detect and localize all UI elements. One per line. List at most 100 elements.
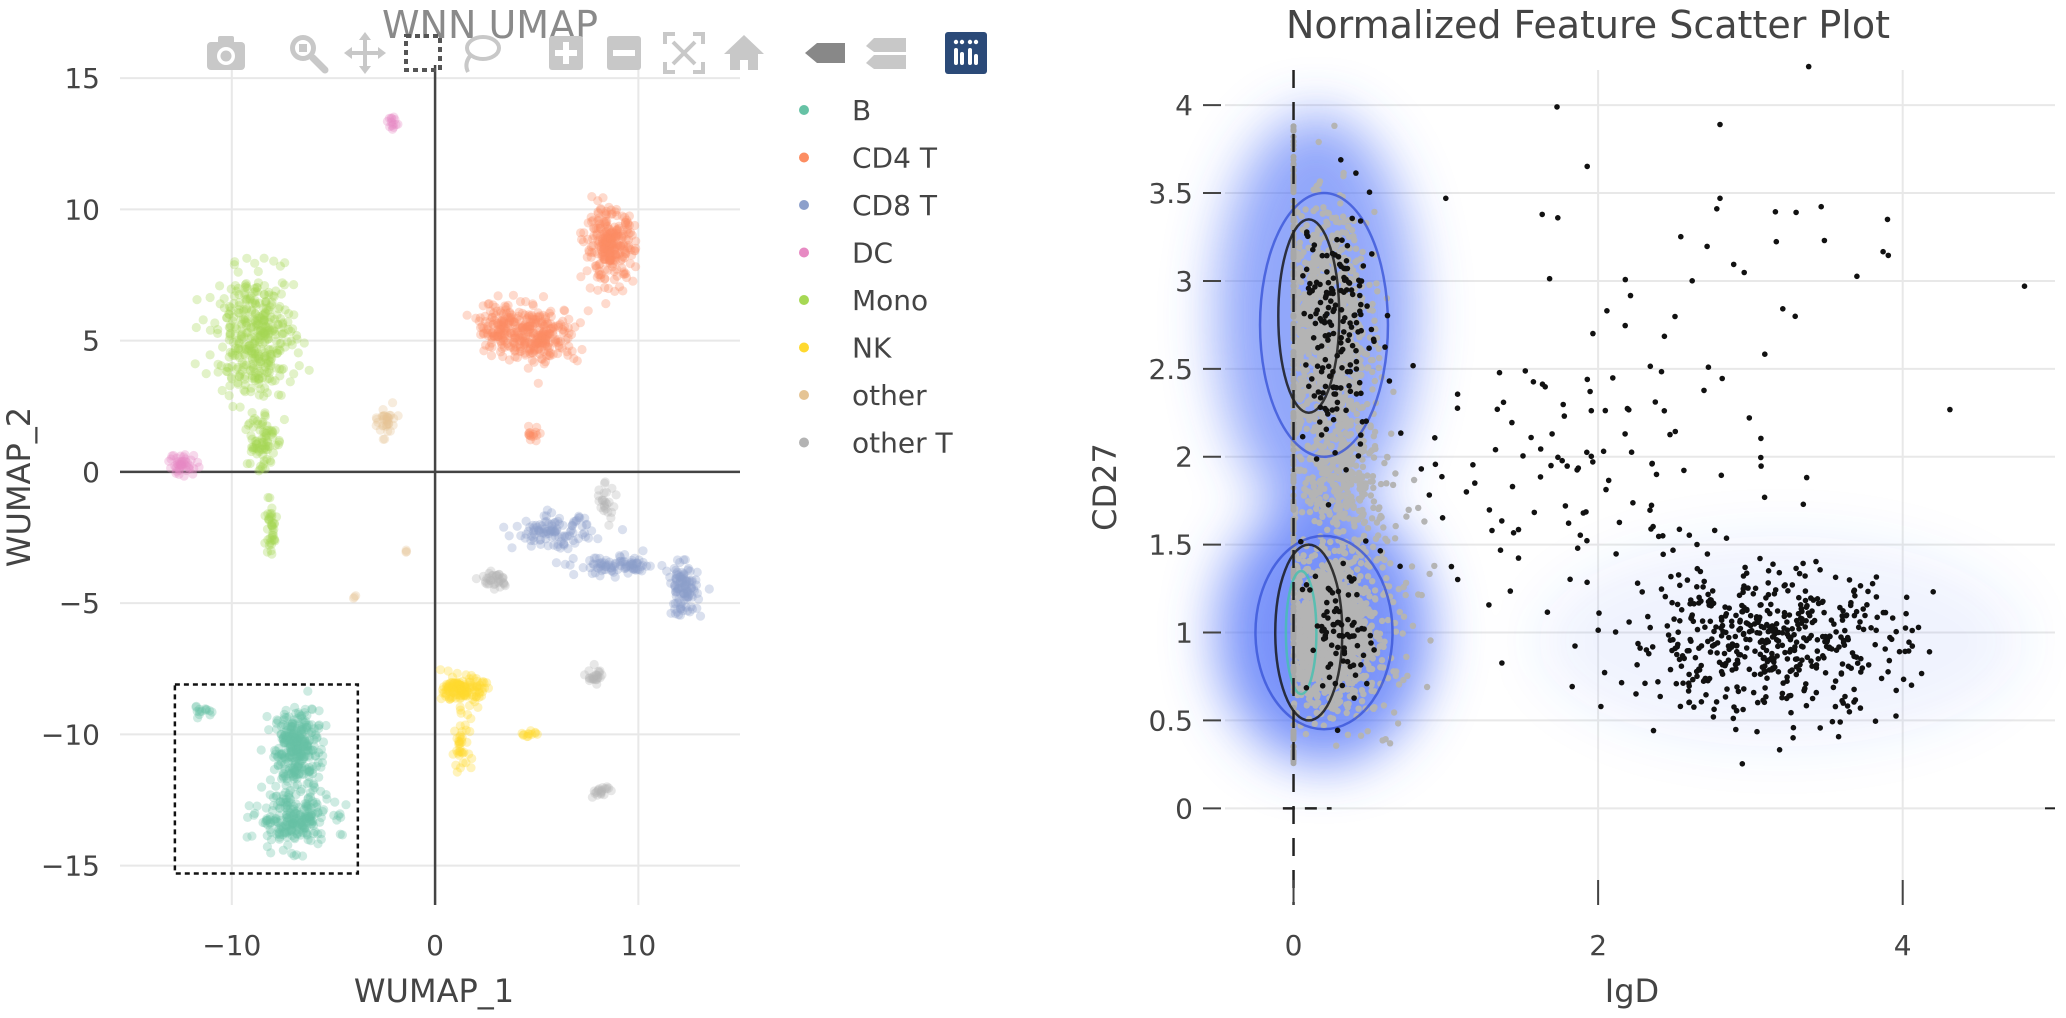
umap-point [304, 813, 314, 823]
umap-point [247, 442, 257, 452]
gray-point [1369, 386, 1376, 393]
umap-point [289, 736, 299, 746]
umap-point [291, 757, 301, 767]
umap-point [285, 743, 295, 753]
umap-point [300, 736, 310, 746]
legend-item-cd4-t[interactable]: CD4 T [799, 142, 938, 175]
gray-point [1374, 288, 1381, 295]
umap-point [678, 575, 688, 585]
umap-point [247, 373, 257, 383]
umap-point [288, 818, 298, 828]
umap-point [295, 730, 305, 740]
umap-point [293, 740, 303, 751]
umap-point [275, 797, 285, 807]
umap-point [260, 383, 270, 393]
umap-point [310, 782, 320, 793]
legend-marker [799, 295, 809, 305]
umap-point [294, 749, 305, 759]
umap-point [310, 750, 320, 761]
legend-item-other[interactable]: other [799, 379, 927, 412]
umap-point [310, 751, 320, 761]
umap-point [610, 286, 620, 296]
umap-point [287, 819, 298, 829]
legend-item-cd8-t[interactable]: CD8 T [799, 189, 938, 222]
umap-point [270, 425, 280, 435]
umap-point [675, 557, 685, 568]
umap-point [299, 769, 309, 780]
umap-point [624, 229, 634, 239]
umap-point [287, 821, 297, 832]
umap-point [291, 745, 301, 755]
umap-point [292, 766, 302, 776]
umap-point [556, 537, 566, 547]
umap-point [294, 827, 304, 837]
legend-item-dc[interactable]: DC [799, 237, 893, 270]
umap-point [600, 477, 610, 487]
umap-point [288, 324, 298, 334]
umap-point [305, 812, 316, 822]
legend-item-mono[interactable]: Mono [799, 284, 928, 317]
umap-point [293, 744, 304, 754]
umap-point [257, 444, 267, 454]
umap-point [272, 800, 283, 810]
umap-point [289, 732, 299, 742]
umap-point [302, 722, 312, 733]
umap-point [587, 568, 597, 579]
gray-point [1346, 298, 1354, 305]
umap-point [296, 756, 307, 766]
umap-y-tick-label: −15 [41, 850, 100, 883]
umap-point [300, 718, 310, 728]
umap-point [322, 794, 332, 804]
umap-point [278, 771, 288, 781]
umap-legend[interactable]: B CD4 T CD8 T DC Mono NK other other T [799, 94, 953, 460]
gray-point [1378, 617, 1386, 625]
umap-point [273, 390, 284, 400]
umap-point [302, 741, 312, 752]
umap-point [618, 286, 628, 296]
umap-point [294, 752, 304, 762]
umap-point [276, 749, 287, 759]
umap-point [515, 297, 526, 307]
umap-point [285, 721, 295, 731]
umap-point [312, 802, 322, 812]
umap-point [291, 736, 301, 746]
umap-point [297, 812, 307, 822]
umap-point [599, 495, 609, 506]
umap-point [274, 811, 284, 821]
umap-point [287, 826, 297, 836]
umap-point [287, 736, 297, 746]
umap-point [266, 457, 276, 467]
umap-point [292, 806, 302, 816]
umap-point [262, 711, 272, 722]
umap-point [285, 752, 295, 762]
legend-item-nk[interactable]: NK [799, 332, 892, 365]
umap-point [286, 740, 296, 750]
umap-point [278, 845, 288, 855]
umap-point [299, 820, 309, 830]
umap-point [292, 773, 302, 784]
legend-item-b[interactable]: B [799, 94, 871, 127]
umap-point [330, 797, 340, 807]
umap-point [262, 816, 272, 826]
umap-point [285, 377, 295, 387]
umap-point [316, 813, 326, 823]
umap-zero-lines [120, 65, 740, 905]
umap-point [294, 762, 304, 772]
umap-point [291, 808, 301, 818]
umap-point [551, 335, 561, 345]
umap-point [293, 348, 303, 358]
umap-point [275, 797, 286, 807]
umap-point [599, 558, 610, 568]
umap-point [271, 813, 281, 824]
umap-point [276, 749, 287, 759]
umap-point [261, 816, 271, 826]
umap-point [289, 807, 299, 817]
legend-item-other-t[interactable]: other T [799, 427, 953, 460]
umap-point [280, 820, 290, 830]
umap-point [270, 749, 280, 759]
umap-point [282, 800, 292, 811]
umap-point [225, 381, 235, 391]
umap-point [286, 746, 296, 756]
